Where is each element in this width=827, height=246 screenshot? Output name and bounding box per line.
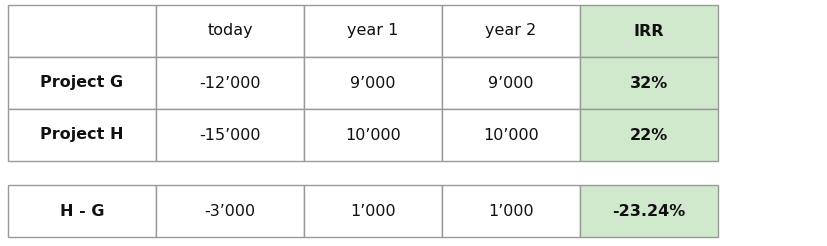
Text: IRR: IRR <box>633 24 664 39</box>
Bar <box>580 109 718 161</box>
Bar <box>156 185 304 237</box>
Text: year 2: year 2 <box>485 24 537 39</box>
Bar <box>580 185 718 237</box>
Text: -3’000: -3’000 <box>204 203 256 218</box>
Text: 22%: 22% <box>630 127 668 142</box>
Text: year 1: year 1 <box>347 24 399 39</box>
Text: 1’000: 1’000 <box>350 203 396 218</box>
Bar <box>156 5 304 57</box>
Bar <box>8 109 156 161</box>
Text: 1’000: 1’000 <box>488 203 533 218</box>
Bar <box>304 185 442 237</box>
Text: 32%: 32% <box>630 76 668 91</box>
Text: -23.24%: -23.24% <box>612 203 686 218</box>
Bar <box>304 5 442 57</box>
Text: Project G: Project G <box>41 76 123 91</box>
Bar <box>580 57 718 109</box>
Bar <box>156 57 304 109</box>
Bar <box>442 109 580 161</box>
Bar <box>8 185 156 237</box>
Text: 10’000: 10’000 <box>345 127 401 142</box>
Bar <box>304 109 442 161</box>
Text: today: today <box>208 24 253 39</box>
Bar <box>156 109 304 161</box>
Text: -15’000: -15’000 <box>199 127 261 142</box>
Text: 10’000: 10’000 <box>483 127 539 142</box>
Text: -12’000: -12’000 <box>199 76 261 91</box>
Bar <box>442 185 580 237</box>
Bar <box>442 57 580 109</box>
Bar <box>304 57 442 109</box>
Bar <box>442 5 580 57</box>
Text: H - G: H - G <box>60 203 104 218</box>
Bar <box>580 5 718 57</box>
Bar <box>8 5 156 57</box>
Text: 9’000: 9’000 <box>351 76 396 91</box>
Bar <box>8 57 156 109</box>
Text: 9’000: 9’000 <box>488 76 533 91</box>
Text: Project H: Project H <box>41 127 124 142</box>
